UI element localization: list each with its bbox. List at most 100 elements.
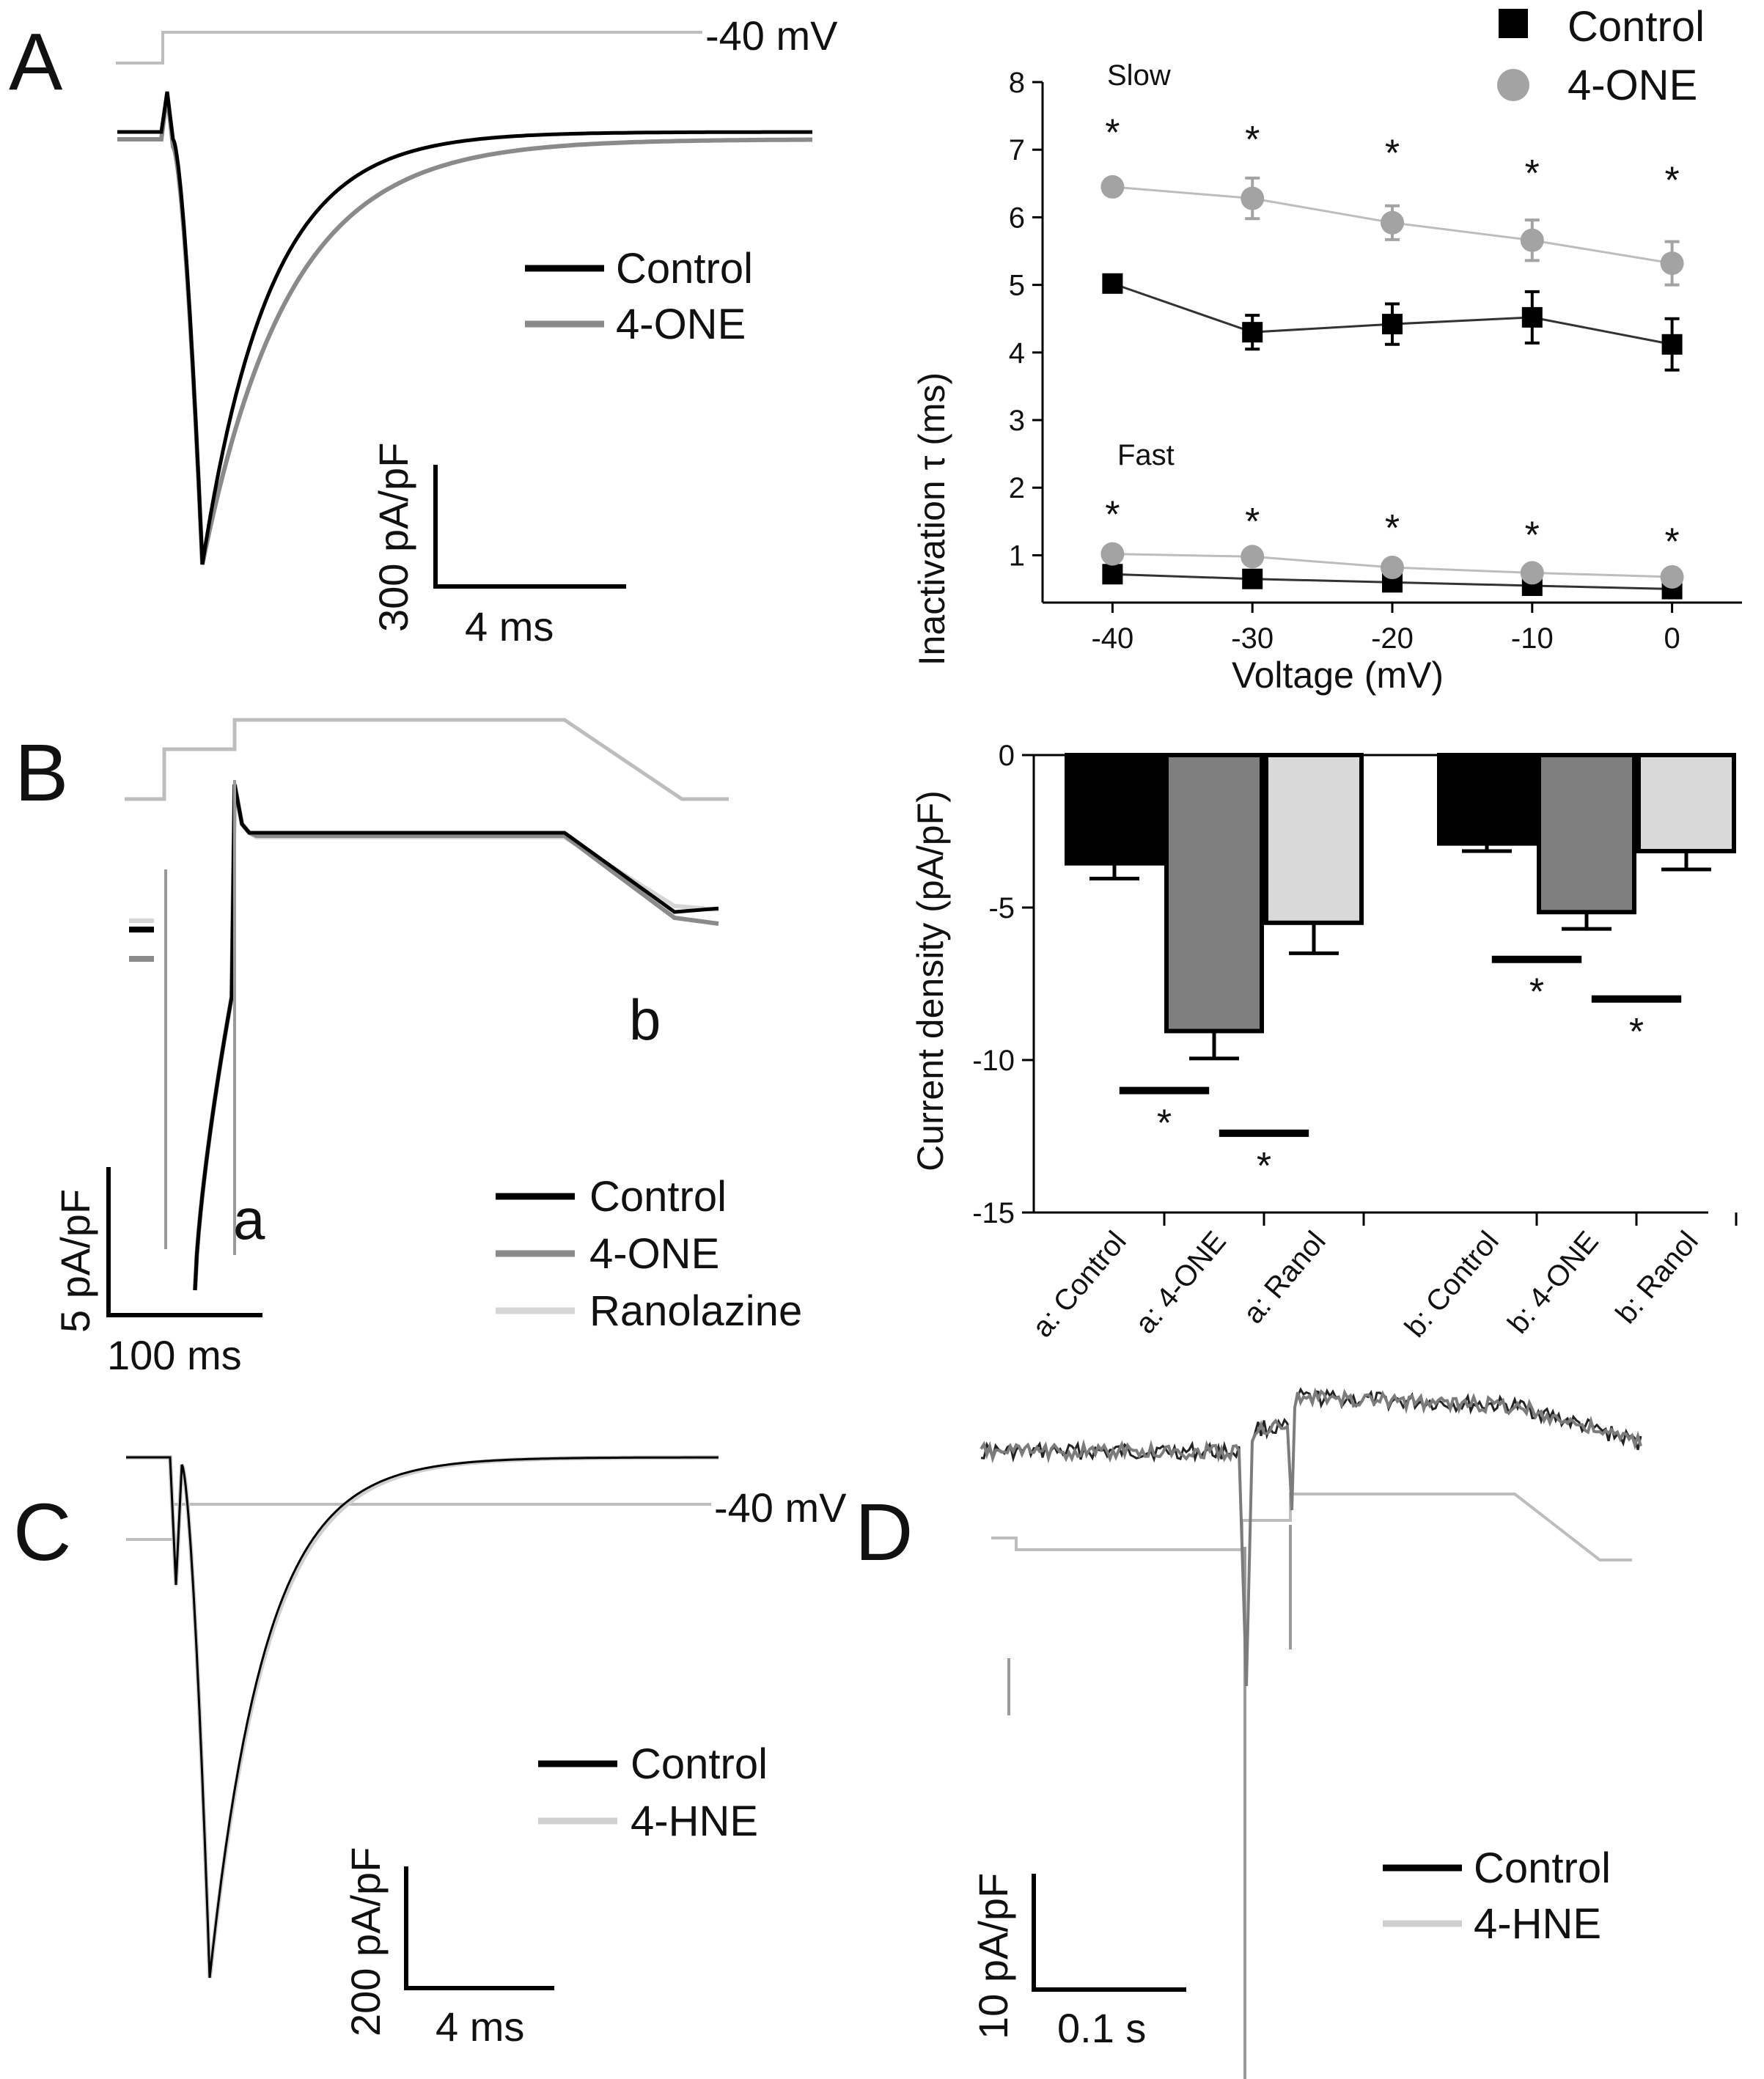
a-scale-bar [433,465,626,589]
bar [1264,753,1364,925]
b-scale-y: 5 pA/pF [52,1189,98,1333]
tau-star-slow: * [1385,132,1400,174]
panel-letter-a: A [9,17,63,107]
tau-point-4one [1381,556,1404,580]
b-scale-x: 100 ms [107,1332,242,1378]
tau-point-control [1382,314,1403,335]
tau-y-tick-label: 3 [1009,405,1025,437]
bar-category-label: a: Control [1026,1226,1133,1344]
b-legend-control: Control [589,1173,727,1221]
bar [1636,753,1736,854]
bar-category-label: b: Ranol [1609,1226,1704,1330]
tau-point-control [1242,322,1263,343]
tau-legend-control: Control [1568,3,1705,51]
b-voltage-protocol [125,718,729,801]
a-scale-x: 4 ms [465,603,554,650]
tau-point-4one [1241,186,1265,210]
d-trace-control [980,1387,1642,1687]
d-legend-control: Control [1474,1844,1611,1892]
tau-star-slow: * [1664,159,1679,202]
panel-b-traces: B b a Control 4-ONE Ranolazine 5 pA/pF 1… [15,718,802,1378]
bar-category-label: b: 4-ONE [1502,1226,1605,1340]
a-legend-4one: 4-ONE [616,301,746,348]
tau-legend-marker-4one [1497,69,1529,101]
tau-x-axis-title: Voltage (mV) [1232,655,1444,696]
c-voltage-protocol [126,1503,711,1541]
significance-star: * [1257,1145,1271,1188]
bar [1537,753,1636,915]
tau-point-control [1242,568,1263,589]
tau-marks: 1 2 3 4 5 6 7 8 -40 -30 -20 -10 0 * * * * * * * * * * [1009,9,1742,655]
b-legend-ranolazine: Ranolazine [589,1287,802,1335]
a-legend-control: Control [616,245,753,292]
b-trace-control [193,784,719,1291]
bar-y-tick-label: -10 [972,1045,1015,1077]
c-voltage-label: -40 mV [714,1484,847,1531]
tau-star-fast: * [1105,494,1120,537]
tau-x-tick-label: -30 [1231,622,1274,655]
significance-star: * [1157,1103,1172,1145]
b-label-a: a [233,1187,265,1251]
a-voltage-protocol [116,31,702,65]
d-legend-4hne: 4-HNE [1474,1900,1601,1948]
panel-letter-b: B [15,728,68,818]
panel-letter-d: D [855,1487,913,1578]
tau-point-4one [1381,210,1404,235]
tau-point-4one [1520,228,1544,252]
c-trace-4hne [126,1455,719,1979]
tau-point-4one [1660,251,1684,276]
tau-point-control [1102,273,1123,294]
c-legend-control: Control [631,1740,768,1788]
tau-star-fast: * [1664,521,1679,564]
d-trace-4hne [980,1387,1642,1687]
tau-star-slow: * [1245,119,1260,161]
d-voltage-protocol [991,1493,1632,1561]
tau-chart: Control 4-ONE Slow Fast Voltage (mV) Ina… [911,3,1742,696]
tau-legend-4one: 4-ONE [1568,62,1697,109]
tau-y-axis-title: Inactivation τ (ms) [911,372,952,666]
tau-star-slow: * [1525,152,1540,195]
tau-star-fast: * [1245,501,1260,543]
bar-category-label: a: 4-ONE [1129,1226,1232,1340]
tau-point-4one [1520,561,1544,585]
tau-legend-marker-control [1499,9,1528,38]
bar [1164,753,1264,1034]
d-scale-y: 10 pA/pF [970,1873,1016,2039]
b-scale-bar [106,1167,262,1317]
tau-point-4one [1241,545,1265,569]
bar-y-tick-label: -15 [972,1197,1015,1229]
c-scale-bar [404,1866,554,1990]
c-scale-y: 200 pA/pF [342,1847,389,2036]
tau-star-slow: * [1105,112,1120,155]
b-legend-4one: 4-ONE [589,1230,719,1278]
tau-point-control [1102,564,1123,585]
tau-label-fast: Fast [1117,439,1175,471]
tau-y-tick-label: 7 [1009,134,1025,166]
a-trace-control [117,91,812,565]
tau-y-tick-label: 8 [1009,67,1025,99]
tau-point-4one [1660,564,1684,589]
tau-y-tick-label: 2 [1009,472,1025,504]
tau-x-tick-label: -10 [1511,622,1554,655]
tau-star-fast: * [1385,507,1400,550]
d-scale-x: 0.1 s [1057,2005,1146,2051]
significance-star: * [1529,971,1544,1014]
panel-d-traces: D Control 4-HNE 10 pA/pF 0.1 s [855,1387,1642,2079]
c-scale-x: 4 ms [436,2003,524,2050]
bar-category-label: b: Control [1399,1226,1505,1344]
c-trace-control [126,1456,719,1979]
bar-y-tick-label: -5 [988,892,1015,924]
current-density-chart: Current density (pA/pF) 0 -5 -10 -15 a: Cont… [910,740,1738,1344]
d-scale-bar [1032,1874,1186,1992]
tau-star-fast: * [1525,514,1540,556]
tau-y-tick-label: 4 [1009,337,1025,369]
bar [1437,753,1537,846]
tau-point-control [1661,334,1683,355]
bar-category-label: a: Ranol [1237,1226,1331,1330]
tau-y-tick-label: 1 [1009,540,1025,572]
a-voltage-label: -40 mV [705,12,838,59]
significance-star: * [1629,1011,1644,1053]
tau-x-tick-label: -40 [1091,622,1133,655]
bar-y-tick-label: 0 [999,740,1015,772]
tau-point-4one [1100,174,1125,199]
